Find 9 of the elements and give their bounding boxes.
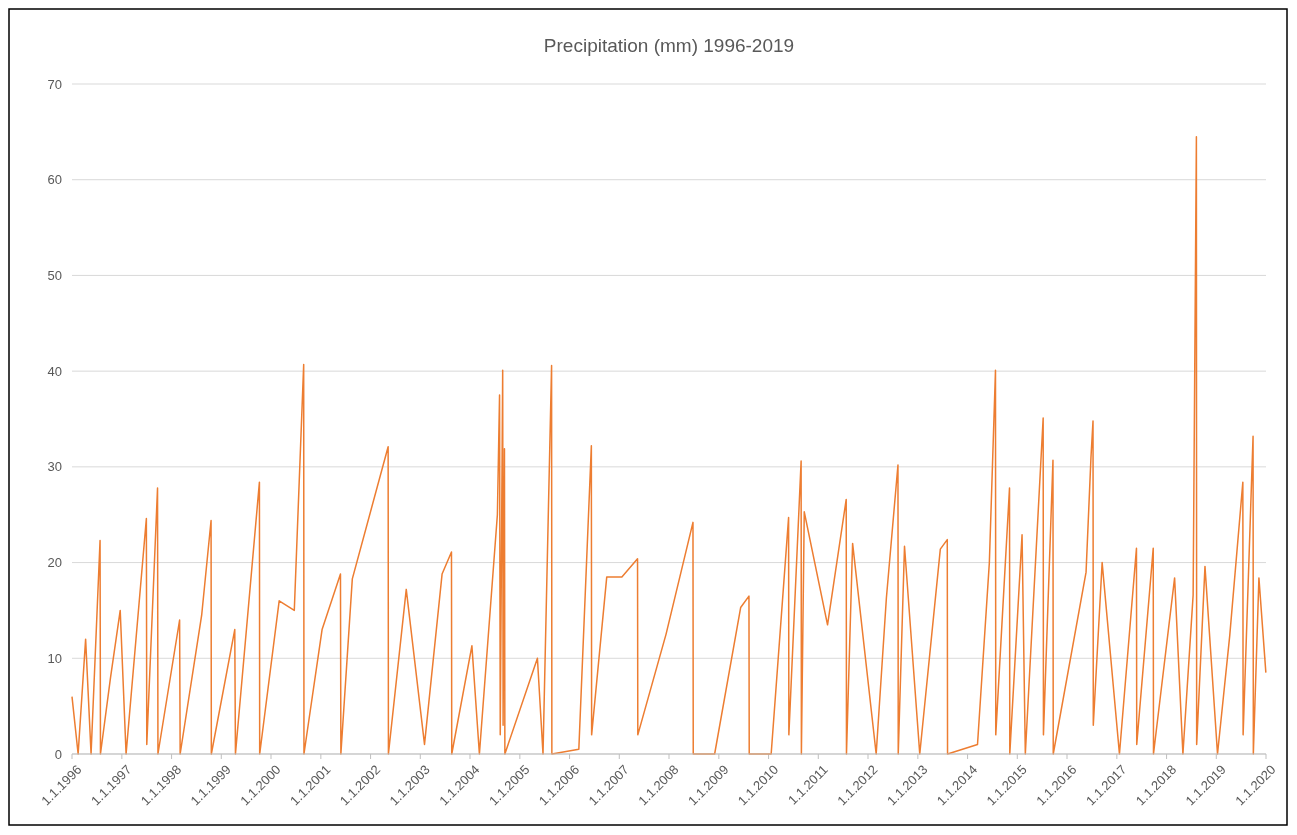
y-tick-label: 50 bbox=[47, 267, 62, 283]
y-tick-label: 70 bbox=[47, 76, 62, 92]
y-tick-label: 60 bbox=[47, 172, 62, 188]
y-tick-label: 0 bbox=[54, 746, 62, 762]
y-tick-label: 30 bbox=[47, 459, 62, 475]
y-tick-label: 20 bbox=[47, 555, 62, 571]
chart-title: Precipitation (mm) 1996-2019 bbox=[543, 35, 795, 56]
y-tick-label: 10 bbox=[47, 650, 62, 666]
y-tick-label: 40 bbox=[47, 363, 62, 379]
